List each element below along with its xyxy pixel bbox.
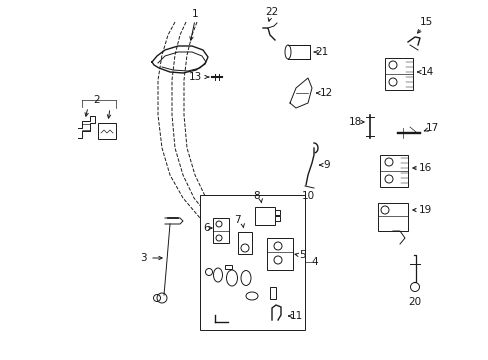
Text: 2: 2 — [94, 95, 100, 105]
Text: 16: 16 — [418, 163, 431, 173]
Text: 3: 3 — [140, 253, 146, 263]
Text: 1: 1 — [191, 9, 198, 19]
Bar — [379, 155, 407, 187]
Text: 21: 21 — [315, 47, 328, 57]
Text: 17: 17 — [425, 123, 438, 133]
Text: 18: 18 — [347, 117, 361, 127]
Text: 9: 9 — [323, 160, 329, 170]
Polygon shape — [289, 78, 311, 108]
Text: 10: 10 — [301, 191, 314, 201]
Ellipse shape — [241, 270, 250, 285]
Text: 5: 5 — [299, 250, 305, 260]
Bar — [266, 238, 292, 270]
Text: 14: 14 — [420, 67, 433, 77]
Text: 15: 15 — [419, 17, 432, 27]
Bar — [377, 203, 407, 231]
Text: 12: 12 — [319, 88, 332, 98]
Bar — [254, 207, 274, 225]
Bar — [238, 232, 251, 254]
Ellipse shape — [245, 292, 258, 300]
Bar — [287, 45, 309, 59]
Ellipse shape — [285, 45, 290, 59]
Bar — [384, 58, 412, 90]
Bar — [224, 265, 231, 269]
Bar — [213, 218, 228, 243]
Text: 13: 13 — [188, 72, 201, 82]
Text: 7: 7 — [233, 215, 240, 225]
Text: 11: 11 — [289, 311, 302, 321]
Text: 8: 8 — [253, 191, 260, 201]
Bar — [200, 195, 305, 330]
Bar — [269, 287, 275, 299]
Ellipse shape — [226, 270, 237, 286]
Bar — [98, 123, 116, 139]
Text: 19: 19 — [418, 205, 431, 215]
Text: 20: 20 — [407, 297, 421, 307]
Text: 4: 4 — [311, 257, 318, 267]
Text: 6: 6 — [203, 223, 210, 233]
Text: 22: 22 — [265, 7, 278, 17]
Ellipse shape — [213, 268, 222, 282]
